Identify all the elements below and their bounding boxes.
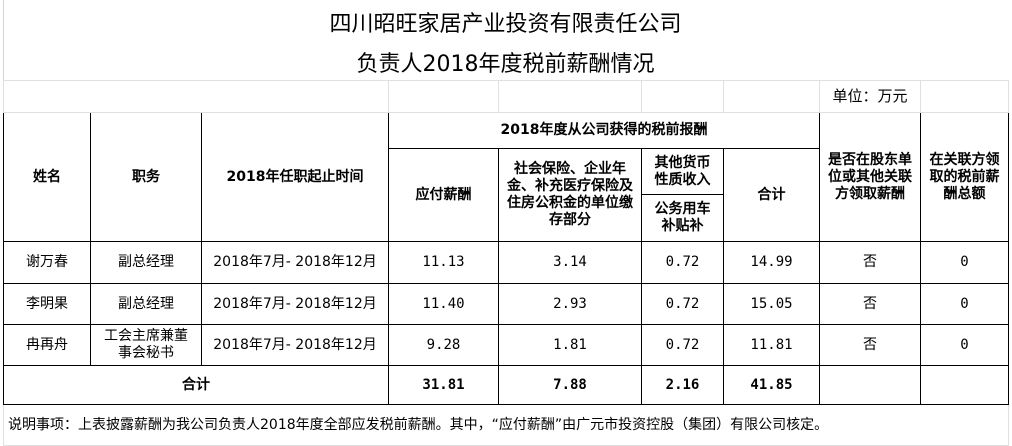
- unit-label: 单位：万元: [819, 80, 921, 113]
- cell-shareholder: 否: [819, 241, 921, 284]
- cell-shareholder: 否: [819, 283, 921, 325]
- cell-total: 14.99: [723, 241, 820, 284]
- cell-insurance: 1.81: [498, 324, 642, 366]
- totals-row: 合计 31.81 7.88 2.16 41.85: [3, 365, 1009, 405]
- compensation-table: 单位：万元 姓名 职务 2018年任职起止时间 2018年度从公司获得的税前报酬…: [3, 80, 1009, 446]
- header-related-total: 在关联方领取的税前薪酬总额: [920, 112, 1009, 242]
- header-shareholder: 是否在股东单位或其他关联方领取薪酬: [819, 112, 921, 242]
- document-title: 四川昭旺家居产业投资有限责任公司: [329, 12, 682, 37]
- cell-position: 副总经理: [90, 241, 202, 284]
- total-insurance: 7.88: [498, 365, 642, 405]
- table-row: 谢万春 副总经理 2018年7月- 2018年12月 11.13 3.14 0.…: [3, 241, 1009, 284]
- cell-position: 工会主席兼董事会秘书: [90, 324, 202, 366]
- footnote: 说明事项：上表披露薪酬为我公司负责人2018年度全部应发税前薪酬。其中，“应付薪…: [3, 404, 1009, 446]
- total-salary: 31.81: [388, 365, 499, 405]
- header-insurance: 社会保险、企业年金、补充医疗保险及住房公积金的单位缴存部分: [498, 148, 642, 242]
- cell-car: 0.72: [641, 241, 724, 284]
- totals-label: 合计: [3, 365, 389, 405]
- header-compensation-group: 2018年度从公司获得的税前报酬: [388, 112, 820, 149]
- cell-name: 李明果: [3, 283, 91, 325]
- cell-car: 0.72: [641, 283, 724, 325]
- cell-name: 谢万春: [3, 241, 91, 284]
- cell-insurance: 3.14: [498, 241, 642, 284]
- cell-salary: 9.28: [388, 324, 499, 366]
- header-term: 2018年任职起止时间: [201, 112, 389, 242]
- cell-car: 0.72: [641, 324, 724, 366]
- cell-salary: 11.40: [388, 283, 499, 325]
- header-other-income: 其他货币性质收入: [641, 148, 724, 195]
- header-salary: 应付薪酬: [388, 148, 499, 242]
- document-subtitle: 负责人2018年度税前薪酬情况: [356, 52, 655, 77]
- cell-position: 副总经理: [90, 283, 202, 325]
- cell-salary: 11.13: [388, 241, 499, 284]
- cell-related: 0: [920, 241, 1009, 284]
- cell-related: 0: [920, 283, 1009, 325]
- cell-total: 11.81: [723, 324, 820, 366]
- cell-total: 15.05: [723, 283, 820, 325]
- cell-term: 2018年7月- 2018年12月: [201, 241, 389, 284]
- cell-shareholder: 否: [819, 324, 921, 366]
- header-position: 职务: [90, 112, 202, 242]
- table-row: 李明果 副总经理 2018年7月- 2018年12月 11.40 2.93 0.…: [3, 283, 1009, 325]
- cell-related: 0: [920, 324, 1009, 366]
- cell-term: 2018年7月- 2018年12月: [201, 324, 389, 366]
- header-car-allowance: 公务用车补贴补: [641, 194, 724, 242]
- header-name: 姓名: [3, 112, 91, 242]
- total-total: 41.85: [723, 365, 820, 405]
- cell-name: 冉再舟: [3, 324, 91, 366]
- table-row: 冉再舟 工会主席兼董事会秘书 2018年7月- 2018年12月 9.28 1.…: [3, 324, 1009, 366]
- cell-term: 2018年7月- 2018年12月: [201, 283, 389, 325]
- cell-insurance: 2.93: [498, 283, 642, 325]
- header-subtotal: 合计: [723, 148, 820, 242]
- total-car: 2.16: [641, 365, 724, 405]
